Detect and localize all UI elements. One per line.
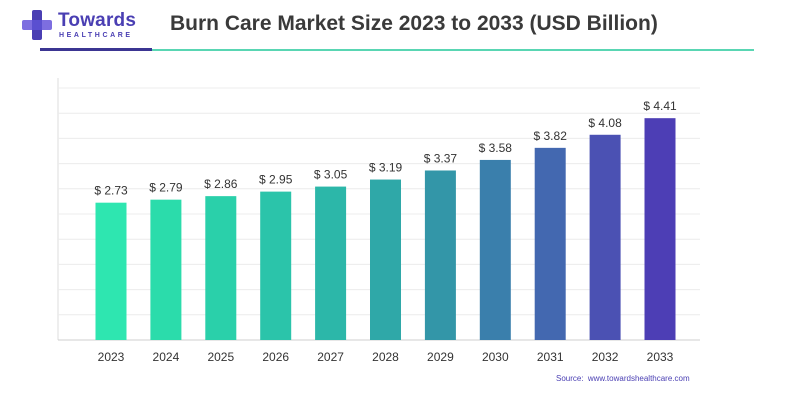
- value-label-2033: $ 4.41: [643, 99, 677, 113]
- source-url[interactable]: www.towardshealthcare.com: [587, 374, 690, 383]
- value-label-2024: $ 2.79: [149, 181, 183, 195]
- x-tick-label-2027: 2027: [317, 350, 344, 364]
- value-labels: $ 2.73 $ 2.79 $ 2.86 $ 2.95 $ 3.05 $ 3.19 $ 3.…: [94, 99, 677, 198]
- x-tick-label-2031: 2031: [537, 350, 564, 364]
- title-divider-dark: [40, 48, 152, 51]
- value-label-2026: $ 2.95: [259, 173, 293, 187]
- title-divider-accent: [152, 49, 754, 51]
- bar-2024: [150, 199, 182, 340]
- x-tick-label-2029: 2029: [427, 350, 454, 364]
- x-tick-label-2032: 2032: [592, 350, 619, 364]
- bars: [95, 118, 676, 340]
- bar-2029: [424, 170, 456, 340]
- x-tick-label-2025: 2025: [207, 350, 234, 364]
- bar-2030: [479, 159, 511, 340]
- bar-2033: [644, 118, 676, 340]
- chart-title: Burn Care Market Size 2023 to 2033 (USD …: [170, 12, 658, 35]
- bar-2026: [260, 191, 292, 340]
- bar-2027: [315, 186, 347, 340]
- bar-2028: [370, 179, 401, 340]
- value-label-2023: $ 2.73: [94, 184, 128, 198]
- bar-2023: [95, 202, 127, 340]
- bar-2025: [205, 196, 237, 340]
- x-tick-label-2030: 2030: [482, 350, 509, 364]
- logo-name: Towards: [58, 10, 137, 31]
- value-label-2028: $ 3.19: [369, 161, 403, 175]
- x-tick-label-2023: 2023: [98, 350, 125, 364]
- x-tick-label-2033: 2033: [647, 350, 674, 364]
- value-label-2030: $ 3.58: [479, 141, 513, 155]
- source-note: Source: www.towardshealthcare.com: [556, 374, 690, 383]
- cross-logo-icon: [22, 10, 52, 40]
- value-label-2032: $ 4.08: [588, 116, 622, 130]
- brand-logo: Towards HEALTHCARE: [22, 8, 162, 48]
- value-label-2029: $ 3.37: [424, 151, 458, 165]
- logo-tagline: HEALTHCARE: [59, 32, 133, 39]
- x-tick-label-2024: 2024: [153, 350, 180, 364]
- bar-2032: [589, 134, 621, 340]
- bar-2031: [534, 147, 566, 340]
- x-tick-label-2026: 2026: [262, 350, 289, 364]
- value-label-2025: $ 2.86: [204, 177, 238, 191]
- value-label-2031: $ 3.82: [534, 129, 568, 143]
- x-tick-labels: 2023 2024 2025 2026 2027 2028 2029 2030 2031 2032…: [98, 350, 674, 364]
- x-tick-label-2028: 2028: [372, 350, 399, 364]
- value-label-2027: $ 3.05: [314, 168, 348, 182]
- source-label: Source:: [556, 374, 584, 383]
